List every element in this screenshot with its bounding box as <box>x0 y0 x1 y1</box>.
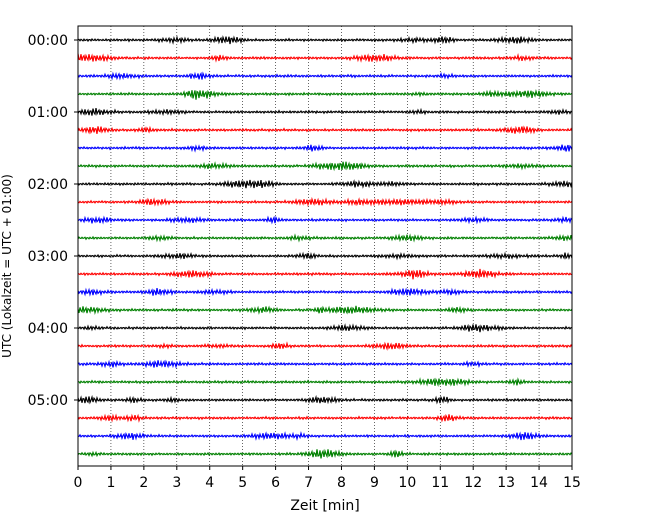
plot-frame <box>77 25 573 467</box>
grid-layer <box>110 26 540 466</box>
trace-0315 <box>77 268 573 280</box>
trace-0130 <box>77 144 573 153</box>
trace-0545 <box>77 448 573 459</box>
x-tick-label-3: 3 <box>172 475 181 491</box>
x-tick-label-0: 0 <box>74 475 83 491</box>
x-tick-label-14: 14 <box>530 475 548 491</box>
x-tick-label-2: 2 <box>139 475 148 491</box>
trace-0115 <box>77 125 573 135</box>
trace-0030 <box>77 71 573 81</box>
x-tick-label-9: 9 <box>370 475 379 491</box>
trace-0245 <box>77 233 573 243</box>
y-axis-label: UTC (Lokalzeit = UTC + 01:00) <box>0 174 14 358</box>
x-tick-label-12: 12 <box>464 475 482 491</box>
y-tick-label-0300: 03:00 <box>28 249 68 265</box>
trace-0230 <box>77 215 573 225</box>
trace-0015 <box>77 53 573 63</box>
trace-0330 <box>77 287 573 297</box>
x-tick-label-1: 1 <box>106 475 115 491</box>
y-tick-label-0100: 01:00 <box>28 105 68 121</box>
x-tick-label-5: 5 <box>238 475 247 491</box>
y-tick-label-0400: 04:00 <box>28 321 68 337</box>
trace-0515 <box>77 413 573 423</box>
trace-0400 <box>77 323 573 333</box>
x-tick-label-7: 7 <box>304 475 313 491</box>
y-tick-label-0200: 02:00 <box>28 177 68 193</box>
trace-0430 <box>77 359 573 369</box>
y-tick-label-0500: 05:00 <box>28 393 68 409</box>
x-tick-label-15: 15 <box>563 475 581 491</box>
x-tick-label-6: 6 <box>271 475 280 491</box>
x-tick-label-13: 13 <box>497 475 515 491</box>
trace-0100 <box>77 107 573 117</box>
trace-0300 <box>77 251 573 261</box>
trace-0145 <box>77 161 573 172</box>
y-axis: 00:00 01:00 02:00 03:00 04:00 05:00 <box>28 33 78 409</box>
x-axis-label: Zeit [min] <box>290 498 359 514</box>
trace-0530 <box>77 430 573 442</box>
trace-0415 <box>77 341 573 351</box>
x-axis: 0 1 2 3 4 5 6 7 8 9 10 11 12 13 14 15 <box>74 466 581 491</box>
x-tick-label-10: 10 <box>398 475 416 491</box>
y-tick-label-0000: 00:00 <box>28 33 68 49</box>
trace-layer <box>77 35 573 459</box>
trace-0215 <box>77 196 573 208</box>
trace-0000 <box>77 35 573 45</box>
x-tick-label-11: 11 <box>431 475 449 491</box>
trace-0500 <box>77 394 573 405</box>
trace-0045 <box>77 89 573 100</box>
x-tick-label-8: 8 <box>337 475 346 491</box>
trace-0200 <box>77 179 573 189</box>
trace-0345 <box>77 305 573 316</box>
x-tick-label-4: 4 <box>205 475 214 491</box>
trace-0445 <box>77 377 573 387</box>
